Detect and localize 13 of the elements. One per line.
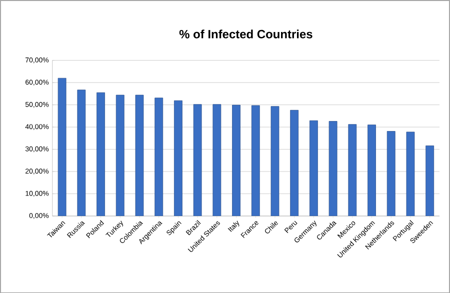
bar (386, 130, 396, 216)
bar (174, 100, 182, 216)
bar (348, 124, 357, 216)
bar (154, 98, 164, 216)
chart-title: % of Infected Countries (179, 29, 312, 38)
bar (290, 110, 299, 216)
bar (251, 105, 260, 216)
bar (96, 92, 105, 216)
bar (426, 145, 434, 216)
bar (310, 120, 318, 216)
bar (368, 124, 376, 216)
bar (232, 104, 240, 216)
bar (116, 94, 124, 216)
